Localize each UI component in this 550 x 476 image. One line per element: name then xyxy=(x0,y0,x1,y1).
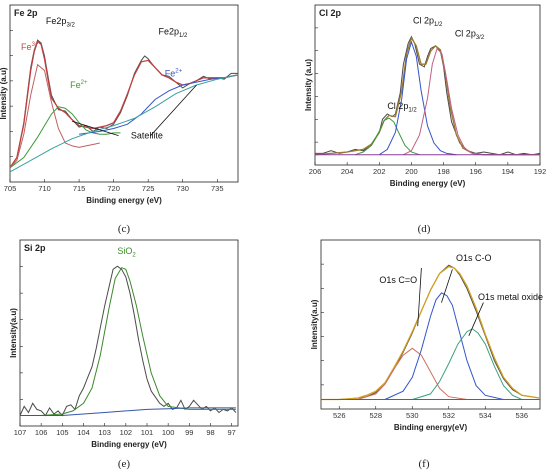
series-line-sio2-fit xyxy=(20,267,236,416)
plot-frame xyxy=(9,4,239,183)
x-tick-label: 103 xyxy=(98,428,111,437)
series-line-fit xyxy=(10,40,238,169)
peak-annotation: SiO2 xyxy=(117,246,136,259)
x-tick-label: 536 xyxy=(515,411,528,420)
peak-annotation: Cl 2p1/2 xyxy=(387,101,417,114)
series-line-o1s-c-o xyxy=(357,347,468,400)
y-axis-label: Intensity (a.u) xyxy=(304,59,313,111)
plot-frame xyxy=(314,4,541,166)
x-tick-label: 735 xyxy=(211,184,224,193)
x-tick-label: 198 xyxy=(437,167,450,176)
x-tick-label: 715 xyxy=(73,184,86,193)
plot-frame xyxy=(320,239,541,410)
x-tick-label: 206 xyxy=(309,167,322,176)
peak-annotation: Cl 2p1/2 xyxy=(413,16,443,29)
series-line-cl-2p1-2-201-5 xyxy=(355,117,420,156)
peak-annotation: Fe2p3/2 xyxy=(46,16,76,29)
x-tick-label: 192 xyxy=(534,167,547,176)
x-tick-label: 528 xyxy=(369,411,382,420)
x-tick-label: 530 xyxy=(406,411,419,420)
peak-annotation: Fe3+ xyxy=(21,42,39,52)
component-arrow xyxy=(417,267,422,327)
x-tick-label: 730 xyxy=(176,184,189,193)
x-axis-label: Binding energy (eV) xyxy=(86,196,162,205)
x-axis-label: Binding energy (eV) xyxy=(390,179,466,188)
x-tick-label: 705 xyxy=(4,184,17,193)
x-axis-label: Binding energy (eV) xyxy=(91,440,167,449)
panel-label: (e) xyxy=(118,458,131,470)
peak-annotation: Fe2+ xyxy=(70,80,88,90)
series-line-background xyxy=(10,74,238,173)
series-line-raw xyxy=(20,265,237,417)
x-tick-label: 98 xyxy=(206,428,214,437)
x-tick-label: 532 xyxy=(442,411,455,420)
peak-annotation: Fe2+ xyxy=(165,68,183,78)
x-tick-label: 200 xyxy=(405,167,418,176)
series-line-fe3 xyxy=(10,63,100,169)
panel-label: (d) xyxy=(418,223,431,235)
panel-title: Cl 2p xyxy=(319,8,342,18)
x-tick-label: 97 xyxy=(227,428,235,437)
y-axis-label: Intensity(a.u) xyxy=(310,299,319,349)
series-line-cl-2p3-2 xyxy=(403,47,484,156)
x-tick-label: 196 xyxy=(469,167,482,176)
satellite-arrow xyxy=(72,120,119,137)
panel-d: 206 204 202 200 198 196 194 192 Binding energy (… xyxy=(304,4,547,235)
series-line-raw xyxy=(321,264,540,400)
panel-title: Si 2p xyxy=(24,243,46,253)
x-tick-label: 534 xyxy=(479,411,492,420)
peak-annotation: O1s C-O xyxy=(456,253,492,263)
x-tick-label: 106 xyxy=(35,428,48,437)
x-tick-label: 102 xyxy=(120,428,133,437)
peak-annotation: Fe2p1/2 xyxy=(159,26,189,39)
series-line-o1s-metal-oxide xyxy=(412,328,523,400)
panel-e: 107 106 105 104 103 102 101 100 99 98 97 Binding en… xyxy=(9,239,239,470)
series-line-cl-2p1-2-199-9 xyxy=(379,40,457,156)
peak-annotation: Satellite xyxy=(131,131,163,141)
panel-label: (f) xyxy=(419,458,430,470)
x-tick-label: 104 xyxy=(77,428,90,437)
panel-f: 526 528 530 532 534 536 Binding energy(eV) Inte… xyxy=(310,239,543,470)
x-tick-label: 720 xyxy=(107,184,120,193)
series-line-raw xyxy=(315,35,540,156)
x-tick-label: 100 xyxy=(162,428,175,437)
panel-label: (c) xyxy=(118,223,131,235)
component-arrow xyxy=(441,269,453,303)
x-tick-label: 194 xyxy=(502,167,515,176)
series-line-fe2-2p3-2 xyxy=(10,106,121,169)
y-axis-label: Intensity (a.u) xyxy=(0,67,8,119)
x-tick-label: 526 xyxy=(333,411,346,420)
y-axis-label: Intensity(a.u) xyxy=(9,308,18,358)
x-tick-label: 105 xyxy=(56,428,69,437)
x-tick-label: 101 xyxy=(141,428,154,437)
x-tick-label: 99 xyxy=(185,428,193,437)
x-tick-label: 710 xyxy=(38,184,51,193)
peak-annotation: Cl 2p3/2 xyxy=(455,29,485,42)
component-arrow xyxy=(468,302,484,336)
panel-c: 705 710 715 720 725 730 735 Binding energy (eV)… xyxy=(0,4,239,235)
x-tick-label: 204 xyxy=(341,167,354,176)
x-axis-label: Binding energy(eV) xyxy=(394,423,468,432)
x-tick-label: 725 xyxy=(142,184,155,193)
x-tick-label: 202 xyxy=(373,167,386,176)
satellite-arrow xyxy=(150,84,197,136)
series-line-fit xyxy=(321,265,540,401)
plot-frame xyxy=(19,239,239,427)
series-line-fe2-2p1-2 xyxy=(79,74,238,135)
series-line-background xyxy=(20,407,236,416)
x-tick-label: 107 xyxy=(14,428,27,437)
peak-annotation: O1s C=O xyxy=(379,275,417,285)
peak-annotation: O1s metal oxide xyxy=(478,292,543,302)
panel-title: Fe 2p xyxy=(14,8,38,18)
